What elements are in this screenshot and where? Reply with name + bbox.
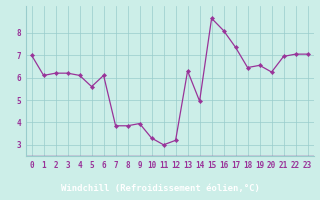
- Text: Windchill (Refroidissement éolien,°C): Windchill (Refroidissement éolien,°C): [60, 184, 260, 193]
